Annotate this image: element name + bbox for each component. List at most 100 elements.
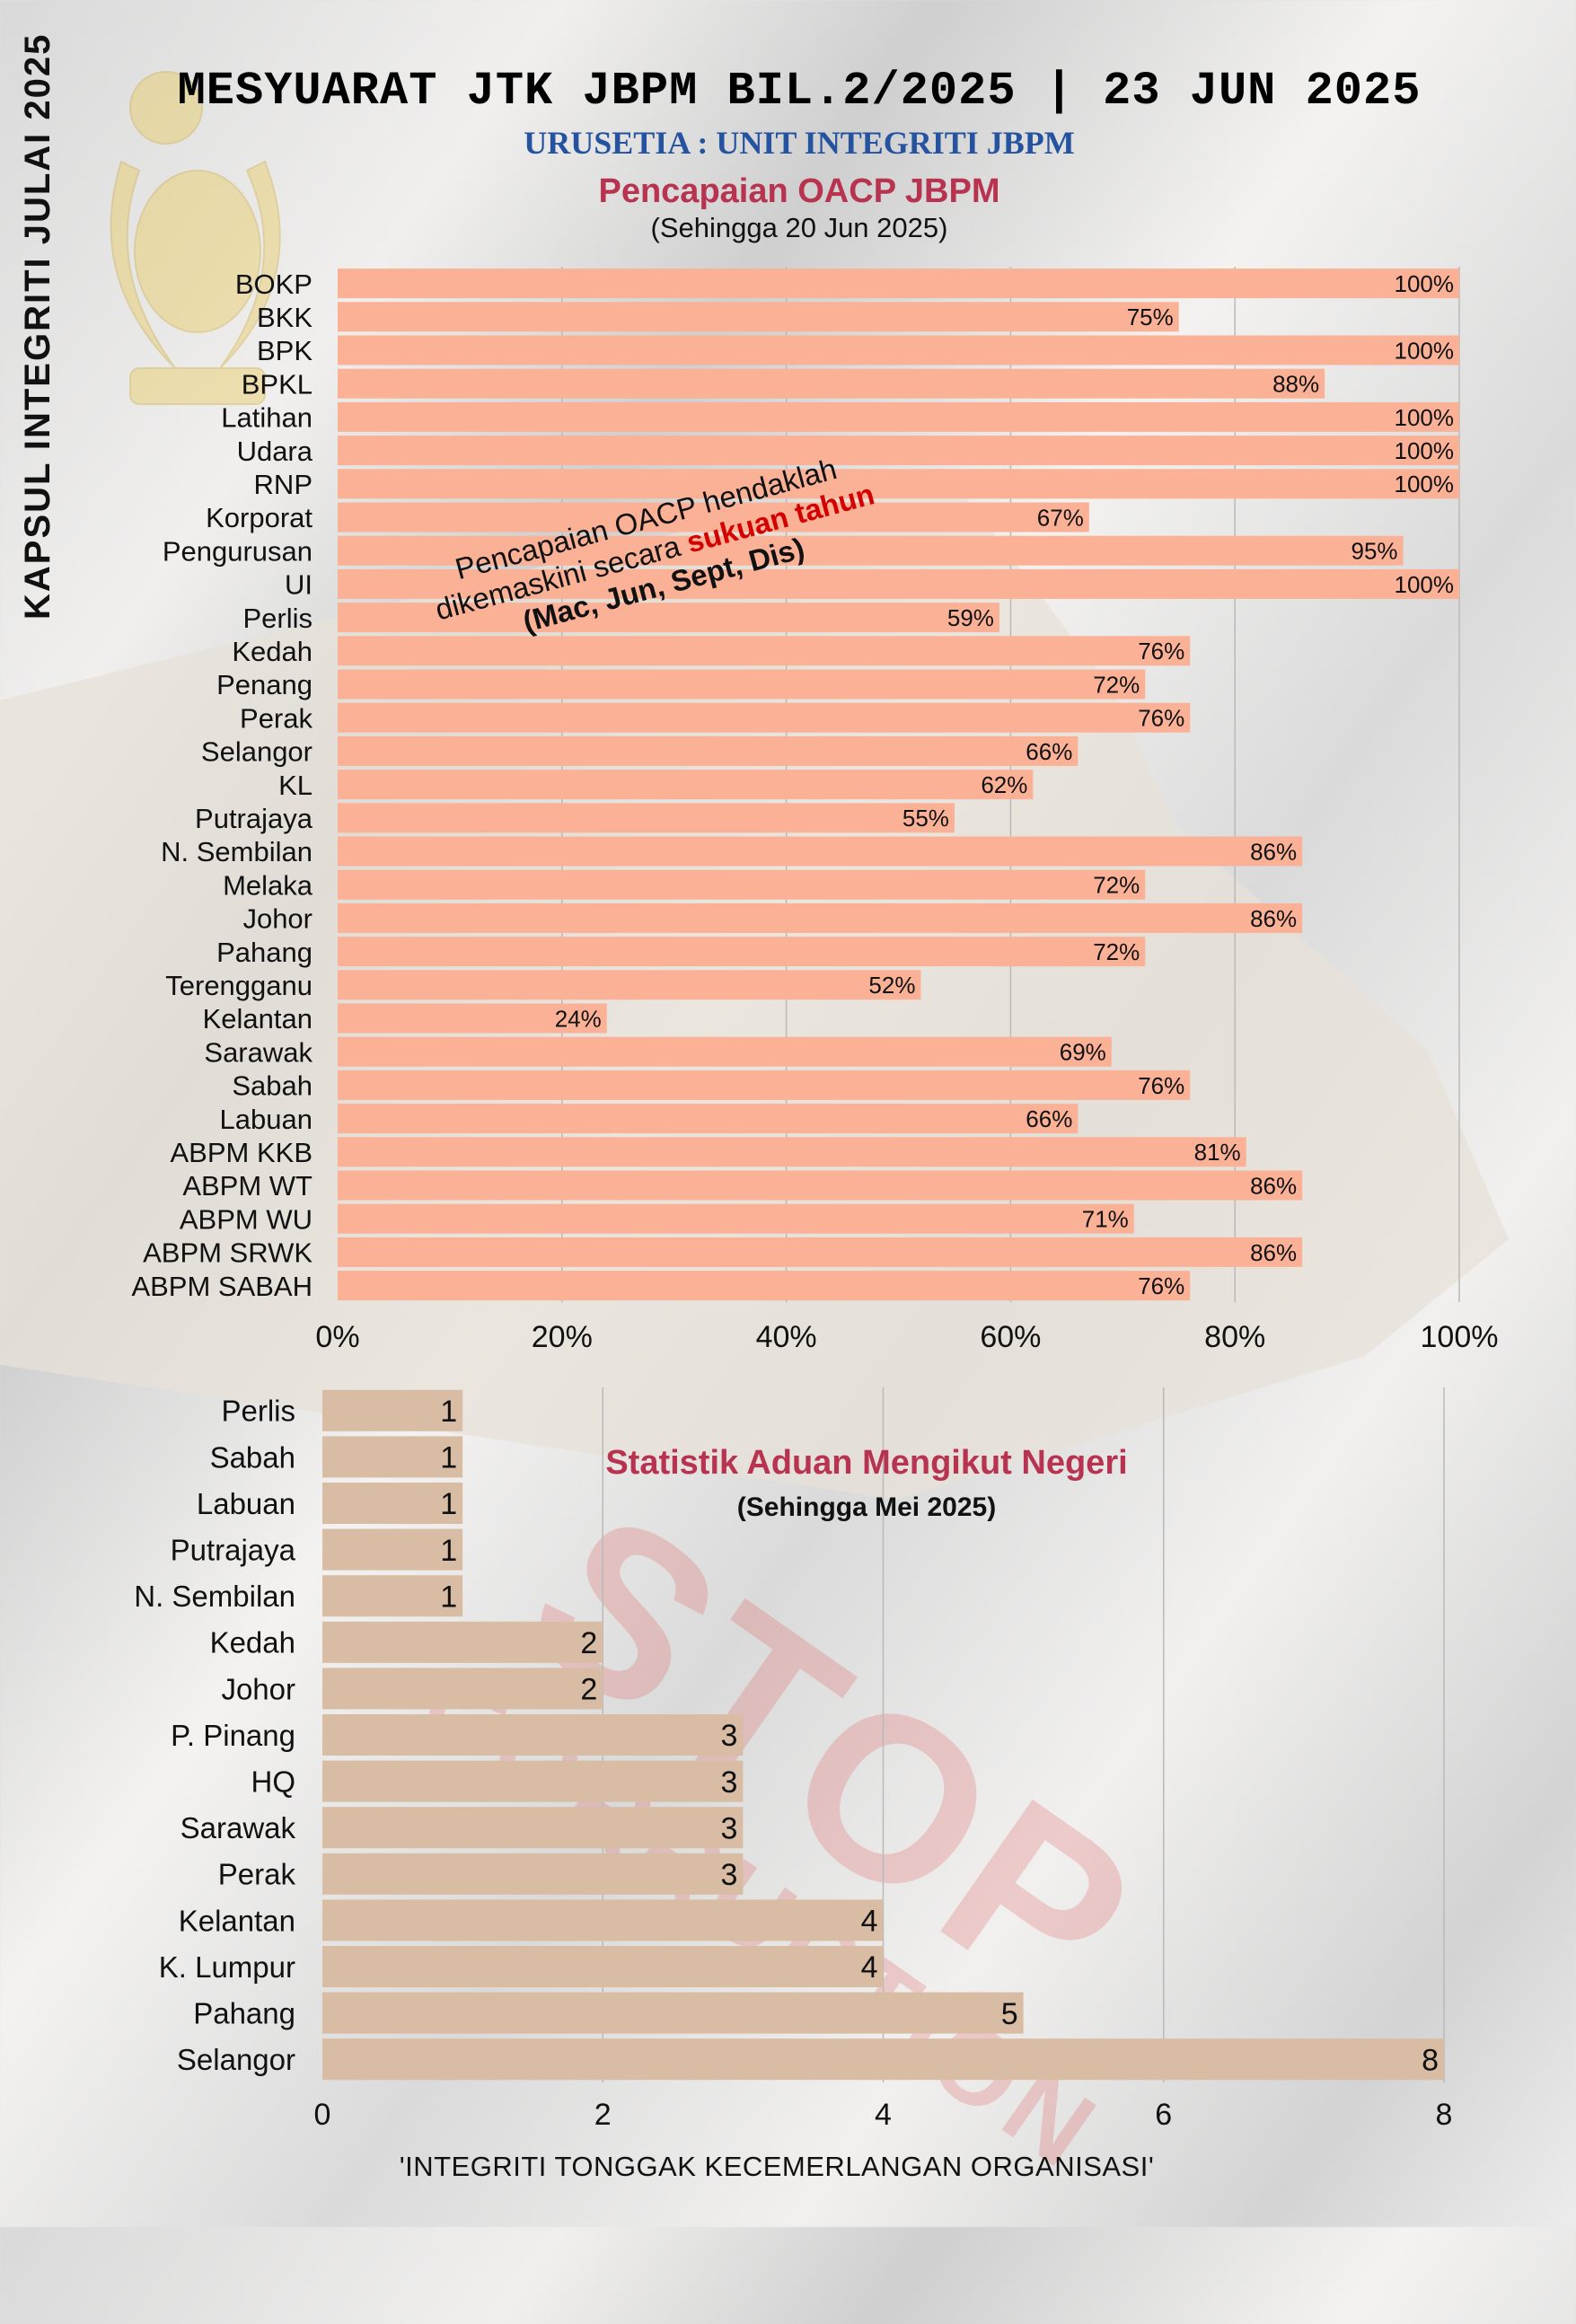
- data-label: 2: [580, 1626, 597, 1660]
- bar: [322, 1389, 463, 1431]
- x-tick-label: 0: [314, 2098, 331, 2132]
- category-label: UI: [285, 569, 313, 601]
- category-label: Pengurusan: [163, 535, 313, 567]
- category-label: Kedah: [232, 636, 313, 667]
- bar: [338, 1203, 1134, 1234]
- category-label: BKK: [257, 302, 313, 333]
- data-label: 4: [861, 1905, 878, 1939]
- category-label: Terengganu: [165, 970, 313, 1001]
- bar: [338, 1036, 1112, 1067]
- bar: [322, 1807, 744, 1849]
- page-subtitle: URUSETIA : UNIT INTEGRITI JBPM: [524, 125, 1075, 161]
- page-title: MESYUARAT JTK JBPM BIL.2/2025 | 23 JUN 2…: [177, 65, 1422, 118]
- data-label: 1: [440, 1395, 457, 1429]
- category-label: Perak: [240, 702, 313, 734]
- bar: [338, 1237, 1303, 1267]
- data-label: 5: [1001, 1997, 1018, 2031]
- category-label: Penang: [216, 669, 313, 700]
- bar: [322, 1992, 1024, 2034]
- data-label: 8: [1422, 2043, 1439, 2077]
- bar: [338, 302, 1179, 332]
- bar: [322, 1575, 463, 1617]
- chart2-title: Statistik Aduan Mengikut Negeri: [605, 1444, 1128, 1482]
- category-label: ABPM SRWK: [143, 1237, 313, 1269]
- data-label: 72%: [1093, 938, 1140, 965]
- data-label: 1: [440, 1580, 457, 1614]
- x-tick-label: 8: [1436, 2098, 1453, 2132]
- x-tick-label: 4: [875, 2098, 892, 2132]
- category-label: Udara: [237, 436, 313, 467]
- data-label: 67%: [1037, 504, 1084, 531]
- chart2-subtitle: (Sehingga Mei 2025): [736, 1492, 997, 1522]
- data-label: 100%: [1395, 270, 1455, 297]
- category-label: Pahang: [193, 1996, 295, 2029]
- category-label: N. Sembilan: [161, 836, 313, 867]
- bar: [338, 603, 999, 633]
- bar: [338, 702, 1191, 733]
- bar: [322, 1714, 744, 1756]
- category-label: Putrajaya: [171, 1533, 296, 1566]
- chart1-subtitle: (Sehingga 20 Jun 2025): [650, 212, 948, 243]
- category-label: Labuan: [220, 1104, 313, 1135]
- bar: [338, 1003, 607, 1034]
- category-label: Kelantan: [203, 1003, 313, 1034]
- data-label: 86%: [1250, 1239, 1297, 1266]
- category-label: Sabah: [232, 1070, 313, 1102]
- data-label: 66%: [1026, 738, 1072, 765]
- data-label: 86%: [1250, 1172, 1297, 1199]
- data-label: 66%: [1026, 1105, 1072, 1132]
- data-label: 75%: [1127, 304, 1174, 330]
- category-label: N. Sembilan: [134, 1580, 295, 1613]
- bar: [338, 268, 1459, 299]
- data-label: 52%: [868, 972, 915, 999]
- bar: [322, 1946, 884, 1987]
- x-tick-label: 2: [594, 2098, 612, 2132]
- category-label: ABPM SABAH: [131, 1271, 313, 1302]
- data-label: 100%: [1395, 437, 1455, 464]
- category-label: Putrajaya: [195, 803, 313, 834]
- data-label: 88%: [1272, 371, 1319, 398]
- chart1-title: Pencapaian OACP JBPM: [598, 172, 1000, 210]
- x-tick-label: 0%: [315, 1320, 359, 1354]
- data-label: 62%: [981, 771, 1027, 798]
- bar: [338, 568, 1459, 599]
- category-label: Perlis: [221, 1395, 295, 1428]
- data-label: 86%: [1250, 838, 1297, 865]
- x-tick-label: 40%: [756, 1320, 817, 1354]
- bar: [322, 1436, 463, 1478]
- data-label: 86%: [1250, 905, 1297, 932]
- category-label: Selangor: [177, 2043, 295, 2076]
- data-label: 69%: [1060, 1039, 1106, 1066]
- bar: [338, 869, 1146, 900]
- bar: [338, 803, 955, 833]
- bar: [322, 1528, 463, 1571]
- category-label: BPK: [257, 335, 313, 366]
- category-label: Perak: [218, 1858, 296, 1891]
- data-label: 3: [720, 1719, 737, 1753]
- data-label: 3: [720, 1811, 737, 1845]
- data-label: 55%: [902, 805, 949, 832]
- bar: [338, 937, 1146, 967]
- bar: [338, 535, 1404, 566]
- category-label: RNP: [254, 469, 313, 500]
- data-label: 100%: [1395, 337, 1455, 364]
- category-label: HQ: [251, 1765, 296, 1798]
- data-label: 1: [440, 1441, 457, 1475]
- data-label: 71%: [1082, 1206, 1129, 1233]
- category-label: Kelantan: [179, 1904, 295, 1937]
- bar: [338, 1137, 1246, 1167]
- category-label: BOKP: [235, 268, 313, 300]
- category-label: Labuan: [197, 1487, 295, 1520]
- bar: [322, 1483, 463, 1524]
- category-label: ABPM WU: [180, 1203, 313, 1235]
- data-label: 100%: [1395, 471, 1455, 497]
- data-label: 76%: [1138, 638, 1184, 665]
- x-tick-label: 100%: [1421, 1320, 1499, 1354]
- category-label: ABPM KKB: [171, 1137, 313, 1168]
- category-label: Sarawak: [180, 1811, 296, 1844]
- footer-motto: 'INTEGRITI TONGGAK KECEMERLANGAN ORGANIS…: [399, 2151, 1155, 2182]
- bar: [338, 1271, 1191, 1301]
- charts-canvas: 0% 20% 40% 60% 80% 100% BOKP 100% BKK 75% BPK 100% B…: [131, 267, 1499, 2132]
- category-label: P. Pinang: [171, 1719, 295, 1752]
- category-label: Latihan: [221, 402, 313, 434]
